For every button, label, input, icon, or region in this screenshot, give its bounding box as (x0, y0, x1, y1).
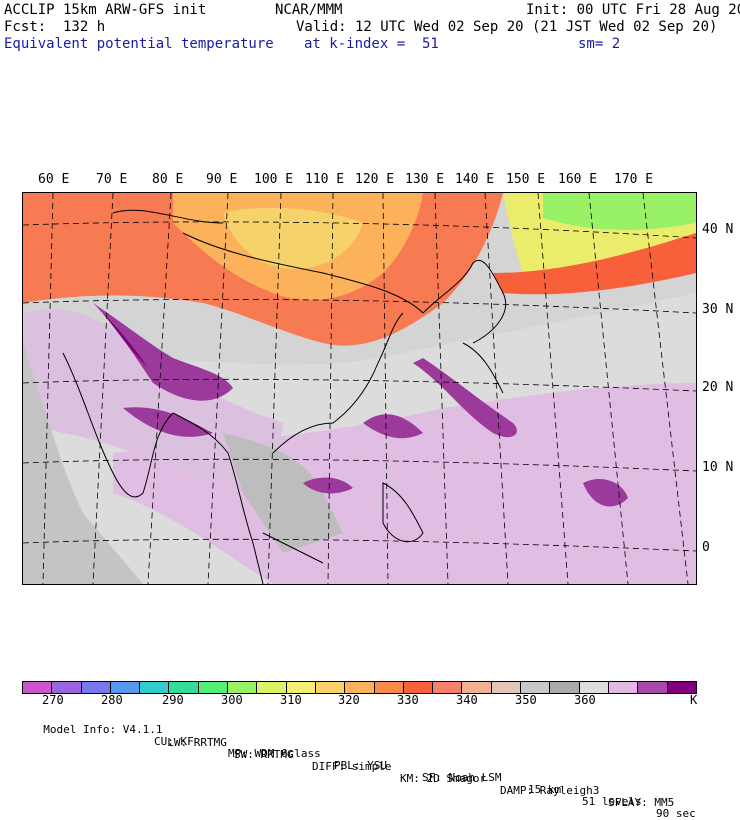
footer-line1: Model Info: V4.1.1 CU: KF MP: WDM 6class… (30, 712, 696, 820)
colorbar-swatch (140, 682, 170, 693)
field-name: Equivalent potential temperature (4, 36, 274, 52)
colorbar-swatch (169, 682, 199, 693)
colorbar-swatch (491, 682, 522, 693)
lon-label: 70 E (96, 172, 128, 187)
colorbar-tick: 310 (280, 693, 302, 707)
northeast-red-band (493, 233, 696, 295)
lat-label: 20 N (702, 380, 734, 395)
colorbar-swatch (52, 682, 82, 693)
colorbar-swatch (257, 682, 287, 693)
colorbar-swatch (433, 682, 463, 693)
lat-label: 30 N (702, 302, 734, 317)
lat-label: 0 (702, 540, 710, 555)
forecast-hour: Fcst: 132 h (4, 19, 106, 35)
sflay-scheme: SFLAY: MM5 (608, 796, 675, 809)
lon-label: 150 E (506, 172, 546, 187)
km-scheme: KM: 2D Smagor (400, 772, 487, 785)
convection-pacific (413, 358, 517, 438)
colorbar-unit: K (690, 693, 698, 707)
smoothing: sm= 2 (578, 36, 621, 52)
sw-scheme: SW: RRTMG (234, 748, 294, 761)
colorbar-swatch (374, 682, 404, 693)
colorbar-tick: 340 (456, 693, 478, 707)
lon-label: 110 E (305, 172, 345, 187)
timestep: 90 sec (656, 807, 696, 820)
colorbar-tick: 350 (515, 693, 537, 707)
colorbar (22, 681, 697, 694)
convection-bay (123, 407, 213, 437)
lw-scheme: LW: RRTMG (167, 736, 227, 749)
damp-scheme: DAMP: Rayleigh3 (500, 784, 600, 797)
colorbar-swatch (286, 682, 316, 693)
convection-philippine-sea (363, 414, 423, 439)
org-label: NCAR/MMM (275, 2, 343, 18)
model-info: Model Info: V4.1.1 (43, 723, 163, 736)
lat-label: 40 N (702, 222, 734, 237)
northeast-green (543, 193, 696, 230)
colorbar-swatch (403, 682, 434, 693)
valid-time: Valid: 12 UTC Wed 02 Sep 20 (21 JST Wed … (296, 19, 718, 35)
colorbar-swatch (345, 682, 375, 693)
theta-e-map (22, 192, 697, 585)
lon-label: 160 E (558, 172, 598, 187)
colorbar-swatch (550, 682, 580, 693)
colorbar-swatch (228, 682, 258, 693)
init-time: Init: 00 UTC Fri 28 Aug 20 (526, 2, 740, 18)
lon-label: 170 E (614, 172, 654, 187)
graticule (23, 193, 696, 584)
colorbar-tick: 290 (162, 693, 184, 707)
footer-line2: LW: RRTMG SW: RRTMG DIFF: simple KM: 2D … (154, 725, 674, 809)
convection-west-pacific (583, 478, 628, 507)
dry-region-west (23, 343, 143, 584)
colorbar-swatch (608, 682, 639, 693)
convection-core-india (103, 313, 148, 368)
colorbar-tick: 280 (101, 693, 123, 707)
model-title: ACCLIP 15km ARW-GFS init (4, 2, 207, 18)
coastlines (62, 209, 507, 584)
colorbar-swatch (462, 682, 492, 693)
colorbar-swatch (198, 682, 229, 693)
convection-scs (303, 477, 353, 494)
colorbar-swatch (521, 682, 551, 693)
colorbar-swatch (315, 682, 346, 693)
dry-region-indochina (223, 433, 343, 553)
map-canvas (23, 193, 696, 584)
colorbar-tick: 360 (574, 693, 596, 707)
lat-label: 10 N (702, 460, 734, 475)
moist-region-west (23, 309, 283, 493)
colorbar-tick: 330 (397, 693, 419, 707)
diff-scheme: DIFF: simple (312, 760, 392, 773)
convection-india (93, 303, 233, 401)
colorbar-swatch (81, 682, 111, 693)
lon-label: 130 E (405, 172, 445, 187)
moist-region-east (113, 383, 696, 584)
colorbar-swatch (23, 682, 53, 693)
lon-label: 90 E (206, 172, 238, 187)
colorbar-swatch (667, 682, 696, 693)
lon-label: 100 E (254, 172, 294, 187)
colorbar-tick: 320 (338, 693, 360, 707)
lon-label: 120 E (355, 172, 395, 187)
level-index: at k-index = 51 (304, 36, 439, 52)
lon-label: 60 E (38, 172, 70, 187)
colorbar-swatch (638, 682, 668, 693)
colorbar-swatch (579, 682, 609, 693)
lon-label: 80 E (152, 172, 184, 187)
lon-label: 140 E (455, 172, 495, 187)
colorbar-tick: 300 (221, 693, 243, 707)
colorbar-tick: 270 (42, 693, 64, 707)
colorbar-swatch (110, 682, 141, 693)
